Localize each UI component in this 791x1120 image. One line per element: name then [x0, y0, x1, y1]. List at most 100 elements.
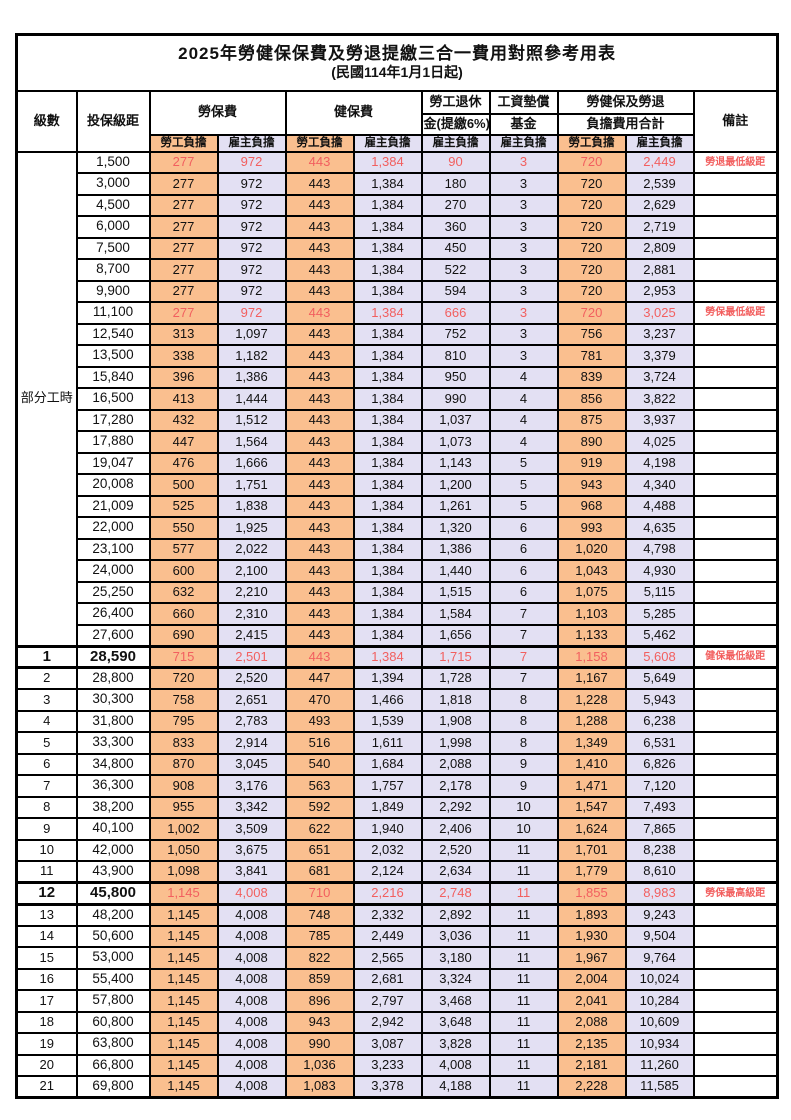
value-cell: 2,539 [624, 172, 695, 196]
value-cell: 550 [148, 516, 219, 540]
value-cell: 2,022 [216, 537, 287, 561]
table-row: 8,700 277 972 443 1,384 522 3 720 2,881 [17, 258, 779, 282]
value-cell: 1,757 [352, 774, 423, 798]
level-cell: 12 [15, 881, 78, 906]
value-cell: 1,384 [352, 644, 423, 669]
value-cell: 4,008 [216, 967, 287, 991]
remark-cell [692, 473, 779, 497]
value-cell: 10,284 [624, 989, 695, 1013]
value-cell: 1,145 [148, 989, 219, 1013]
value-cell: 2,520 [216, 666, 287, 690]
value-cell: 2,032 [352, 838, 423, 862]
value-cell: 1,384 [352, 215, 423, 239]
value-cell: 859 [284, 967, 355, 991]
value-cell: 1,261 [420, 494, 491, 518]
value-cell: 1,098 [148, 860, 219, 884]
bracket-cell: 16,500 [75, 387, 151, 411]
value-cell: 972 [216, 258, 287, 282]
table-row: 5 33,300 833 2,914 516 1,611 1,998 8 1,349 6,531 [15, 731, 779, 755]
value-cell: 443 [284, 215, 355, 239]
value-cell: 10,609 [624, 1010, 695, 1034]
value-cell: 651 [284, 838, 355, 862]
value-cell: 4 [488, 365, 559, 389]
value-cell: 756 [556, 322, 627, 346]
bracket-cell: 19,047 [75, 451, 151, 475]
value-cell: 720 [556, 215, 627, 239]
value-cell: 1,384 [352, 537, 423, 561]
table-row: 27,600 690 2,415 443 1,384 1,656 7 1,133 5,462 [17, 623, 779, 647]
value-cell: 443 [284, 322, 355, 346]
value-cell: 443 [284, 301, 355, 325]
level-cell: 10 [15, 838, 78, 862]
value-cell: 1,020 [556, 537, 627, 561]
value-cell: 1,701 [556, 838, 627, 862]
remark-cell: 勞退最低級距 [692, 150, 779, 174]
table-row: 2 28,800 720 2,520 447 1,394 1,728 7 1,167 5,649 [15, 666, 779, 690]
value-cell: 338 [148, 344, 219, 368]
table-row: 17 57,800 1,145 4,008 896 2,797 3,468 11 2,041 10… [15, 989, 779, 1013]
value-cell: 1,855 [556, 881, 627, 906]
value-cell: 10,934 [624, 1032, 695, 1056]
table-row: 20 66,800 1,145 4,008 1,036 3,233 4,008 11 2,181… [15, 1053, 779, 1077]
value-cell: 1,384 [352, 516, 423, 540]
value-cell: 870 [148, 752, 219, 776]
value-cell: 1,384 [352, 322, 423, 346]
table-row: 13 48,200 1,145 4,008 748 2,332 2,892 11 1,893 9,… [15, 903, 779, 927]
remark-cell [692, 731, 779, 755]
value-cell: 890 [556, 430, 627, 454]
value-cell: 270 [420, 193, 491, 217]
subheader-combined-employer: 雇主負擔 [624, 133, 695, 153]
remark-cell [692, 258, 779, 282]
table-row: 3 30,300 758 2,651 470 1,466 1,818 8 1,228 5,943 [15, 688, 779, 712]
value-cell: 443 [284, 258, 355, 282]
bracket-cell: 20,008 [75, 473, 151, 497]
value-cell: 5,943 [624, 688, 695, 712]
value-cell: 715 [148, 644, 219, 669]
value-cell: 896 [284, 989, 355, 1013]
value-cell: 2,914 [216, 731, 287, 755]
remark-cell [692, 322, 779, 346]
value-cell: 11 [488, 989, 559, 1013]
bracket-cell: 63,800 [75, 1032, 151, 1056]
value-cell: 3,724 [624, 365, 695, 389]
level-cell: 11 [15, 860, 78, 884]
value-cell: 622 [284, 817, 355, 841]
value-cell: 2,520 [420, 838, 491, 862]
value-cell: 1,611 [352, 731, 423, 755]
value-cell: 2,004 [556, 967, 627, 991]
bracket-cell: 17,880 [75, 430, 151, 454]
value-cell: 8 [488, 688, 559, 712]
bracket-cell: 66,800 [75, 1053, 151, 1077]
table-row: 1 28,590 715 2,501 443 1,384 1,715 7 1,158 5,608 健… [15, 644, 779, 669]
value-cell: 11,585 [624, 1075, 695, 1099]
value-cell: 522 [420, 258, 491, 282]
value-cell: 11 [488, 924, 559, 948]
bracket-cell: 7,500 [75, 236, 151, 260]
table-row: 12,540 313 1,097 443 1,384 752 3 756 3,237 [17, 322, 779, 346]
value-cell: 1,384 [352, 408, 423, 432]
value-cell: 5,462 [624, 623, 695, 647]
remark-cell [692, 623, 779, 647]
value-cell: 1,043 [556, 559, 627, 583]
remark-cell [692, 903, 779, 927]
value-cell: 2,892 [420, 903, 491, 927]
value-cell: 720 [556, 258, 627, 282]
value-cell: 720 [556, 150, 627, 174]
table-row: 13,500 338 1,182 443 1,384 810 3 781 3,379 [17, 344, 779, 368]
value-cell: 8 [488, 731, 559, 755]
remark-cell [692, 559, 779, 583]
value-cell: 2,501 [216, 644, 287, 669]
value-cell: 1,384 [352, 451, 423, 475]
header-row-2: 金(提繳6%) 基金 負擔費用合計 [17, 112, 778, 136]
value-cell: 2,634 [420, 860, 491, 884]
table-row: 14 50,600 1,145 4,008 785 2,449 3,036 11 1,930 9,… [15, 924, 779, 948]
value-cell: 1,200 [420, 473, 491, 497]
table-row: 17,280 432 1,512 443 1,384 1,037 4 875 3,937 [17, 408, 779, 432]
value-cell: 2,651 [216, 688, 287, 712]
part-time-level-cell: 部分工時 [15, 150, 78, 647]
value-cell: 943 [284, 1010, 355, 1034]
value-cell: 3,342 [216, 795, 287, 819]
bracket-cell: 21,009 [75, 494, 151, 518]
value-cell: 4,008 [216, 1053, 287, 1077]
